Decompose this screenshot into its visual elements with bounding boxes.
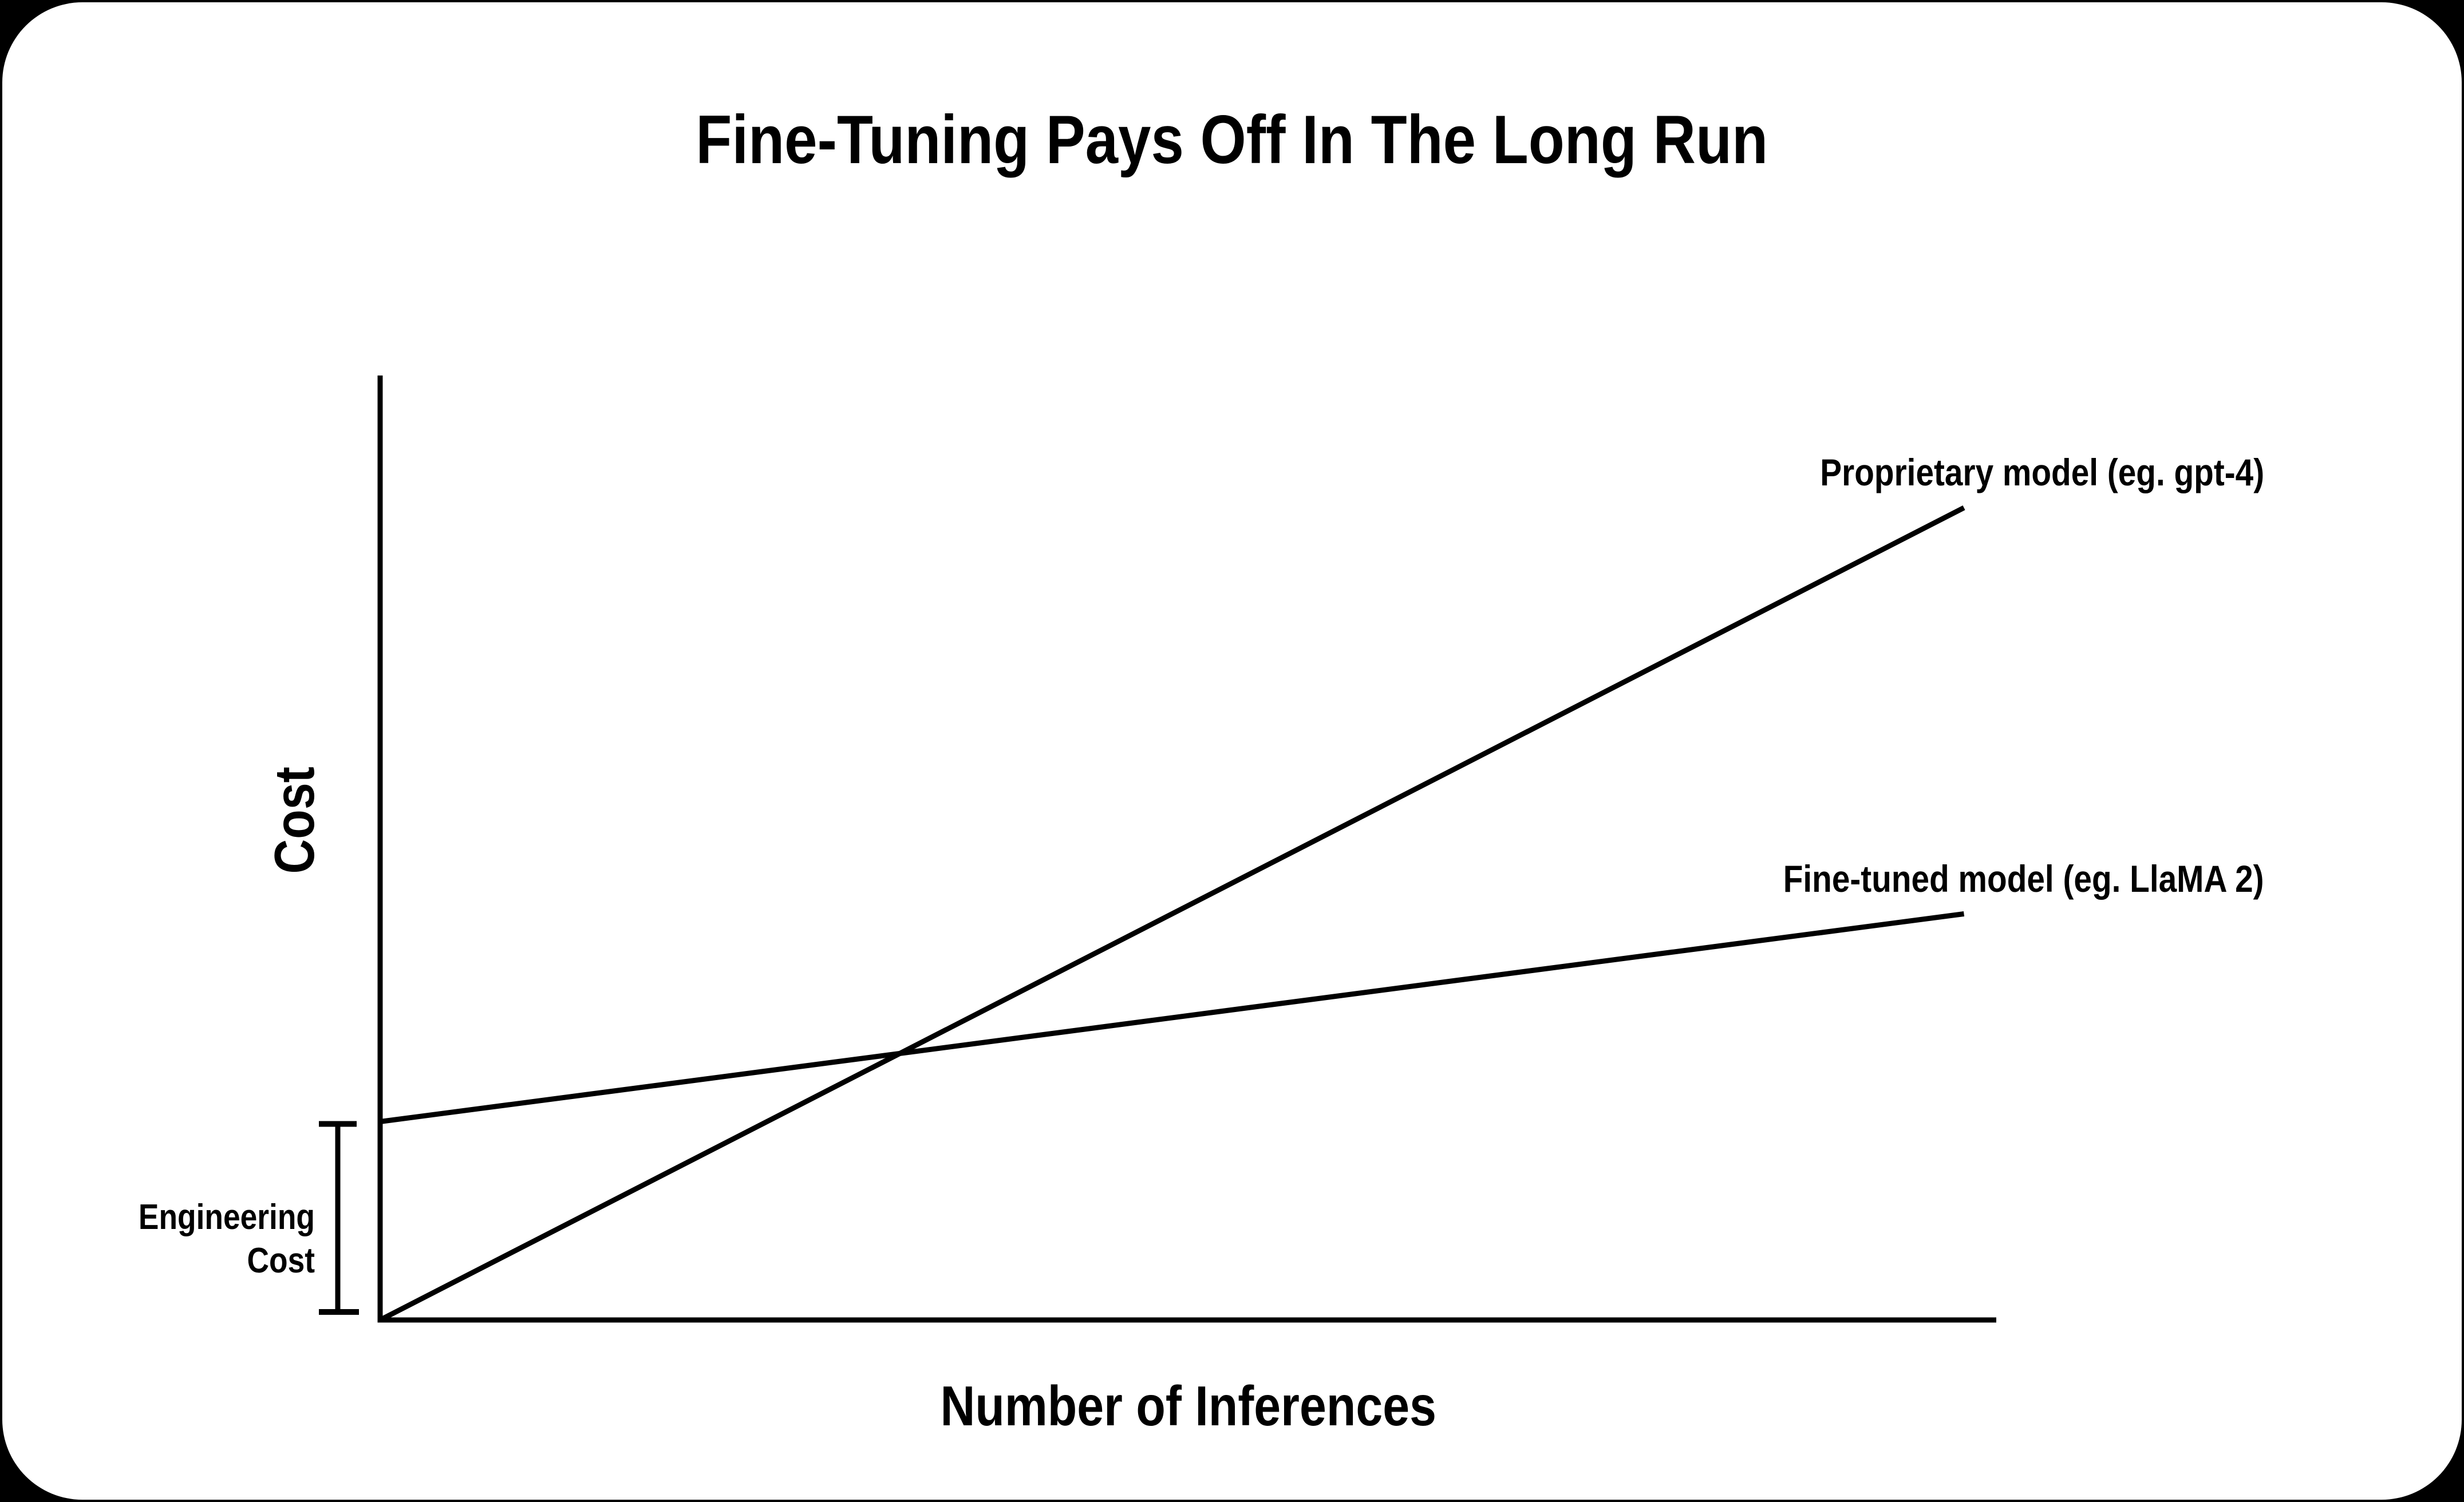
chart-title: Fine-Tuning Pays Off In The Long Run: [2, 102, 2462, 177]
y-axis-label-text: Cost: [263, 766, 326, 874]
engineering-cost-label-text: Engineering Cost: [138, 1197, 315, 1280]
series-label-fine-tuned-text: Fine-tuned model (eg. LlaMA 2): [1783, 857, 2264, 900]
x-axis-label: Number of Inferences: [380, 1377, 1996, 1436]
series-label-proprietary-text: Proprietary model (eg. gpt-4): [1820, 451, 2264, 493]
engineering-cost-label: Engineering Cost: [86, 1196, 315, 1282]
y-axis-label: Cost: [263, 758, 326, 883]
x-axis-label-text: Number of Inferences: [940, 1374, 1436, 1437]
fine-tuned-model-line: [380, 911, 1965, 1124]
series-label-proprietary: Proprietary model (eg. gpt-4): [1748, 453, 2264, 491]
series-label-fine-tuned: Fine-tuned model (eg. LlaMA 2): [1705, 860, 2264, 898]
proprietary-model-line: [378, 505, 1965, 1323]
engineering-cost-bracket: [319, 1121, 359, 1315]
chart-title-text: Fine-Tuning Pays Off In The Long Run: [696, 101, 1768, 178]
